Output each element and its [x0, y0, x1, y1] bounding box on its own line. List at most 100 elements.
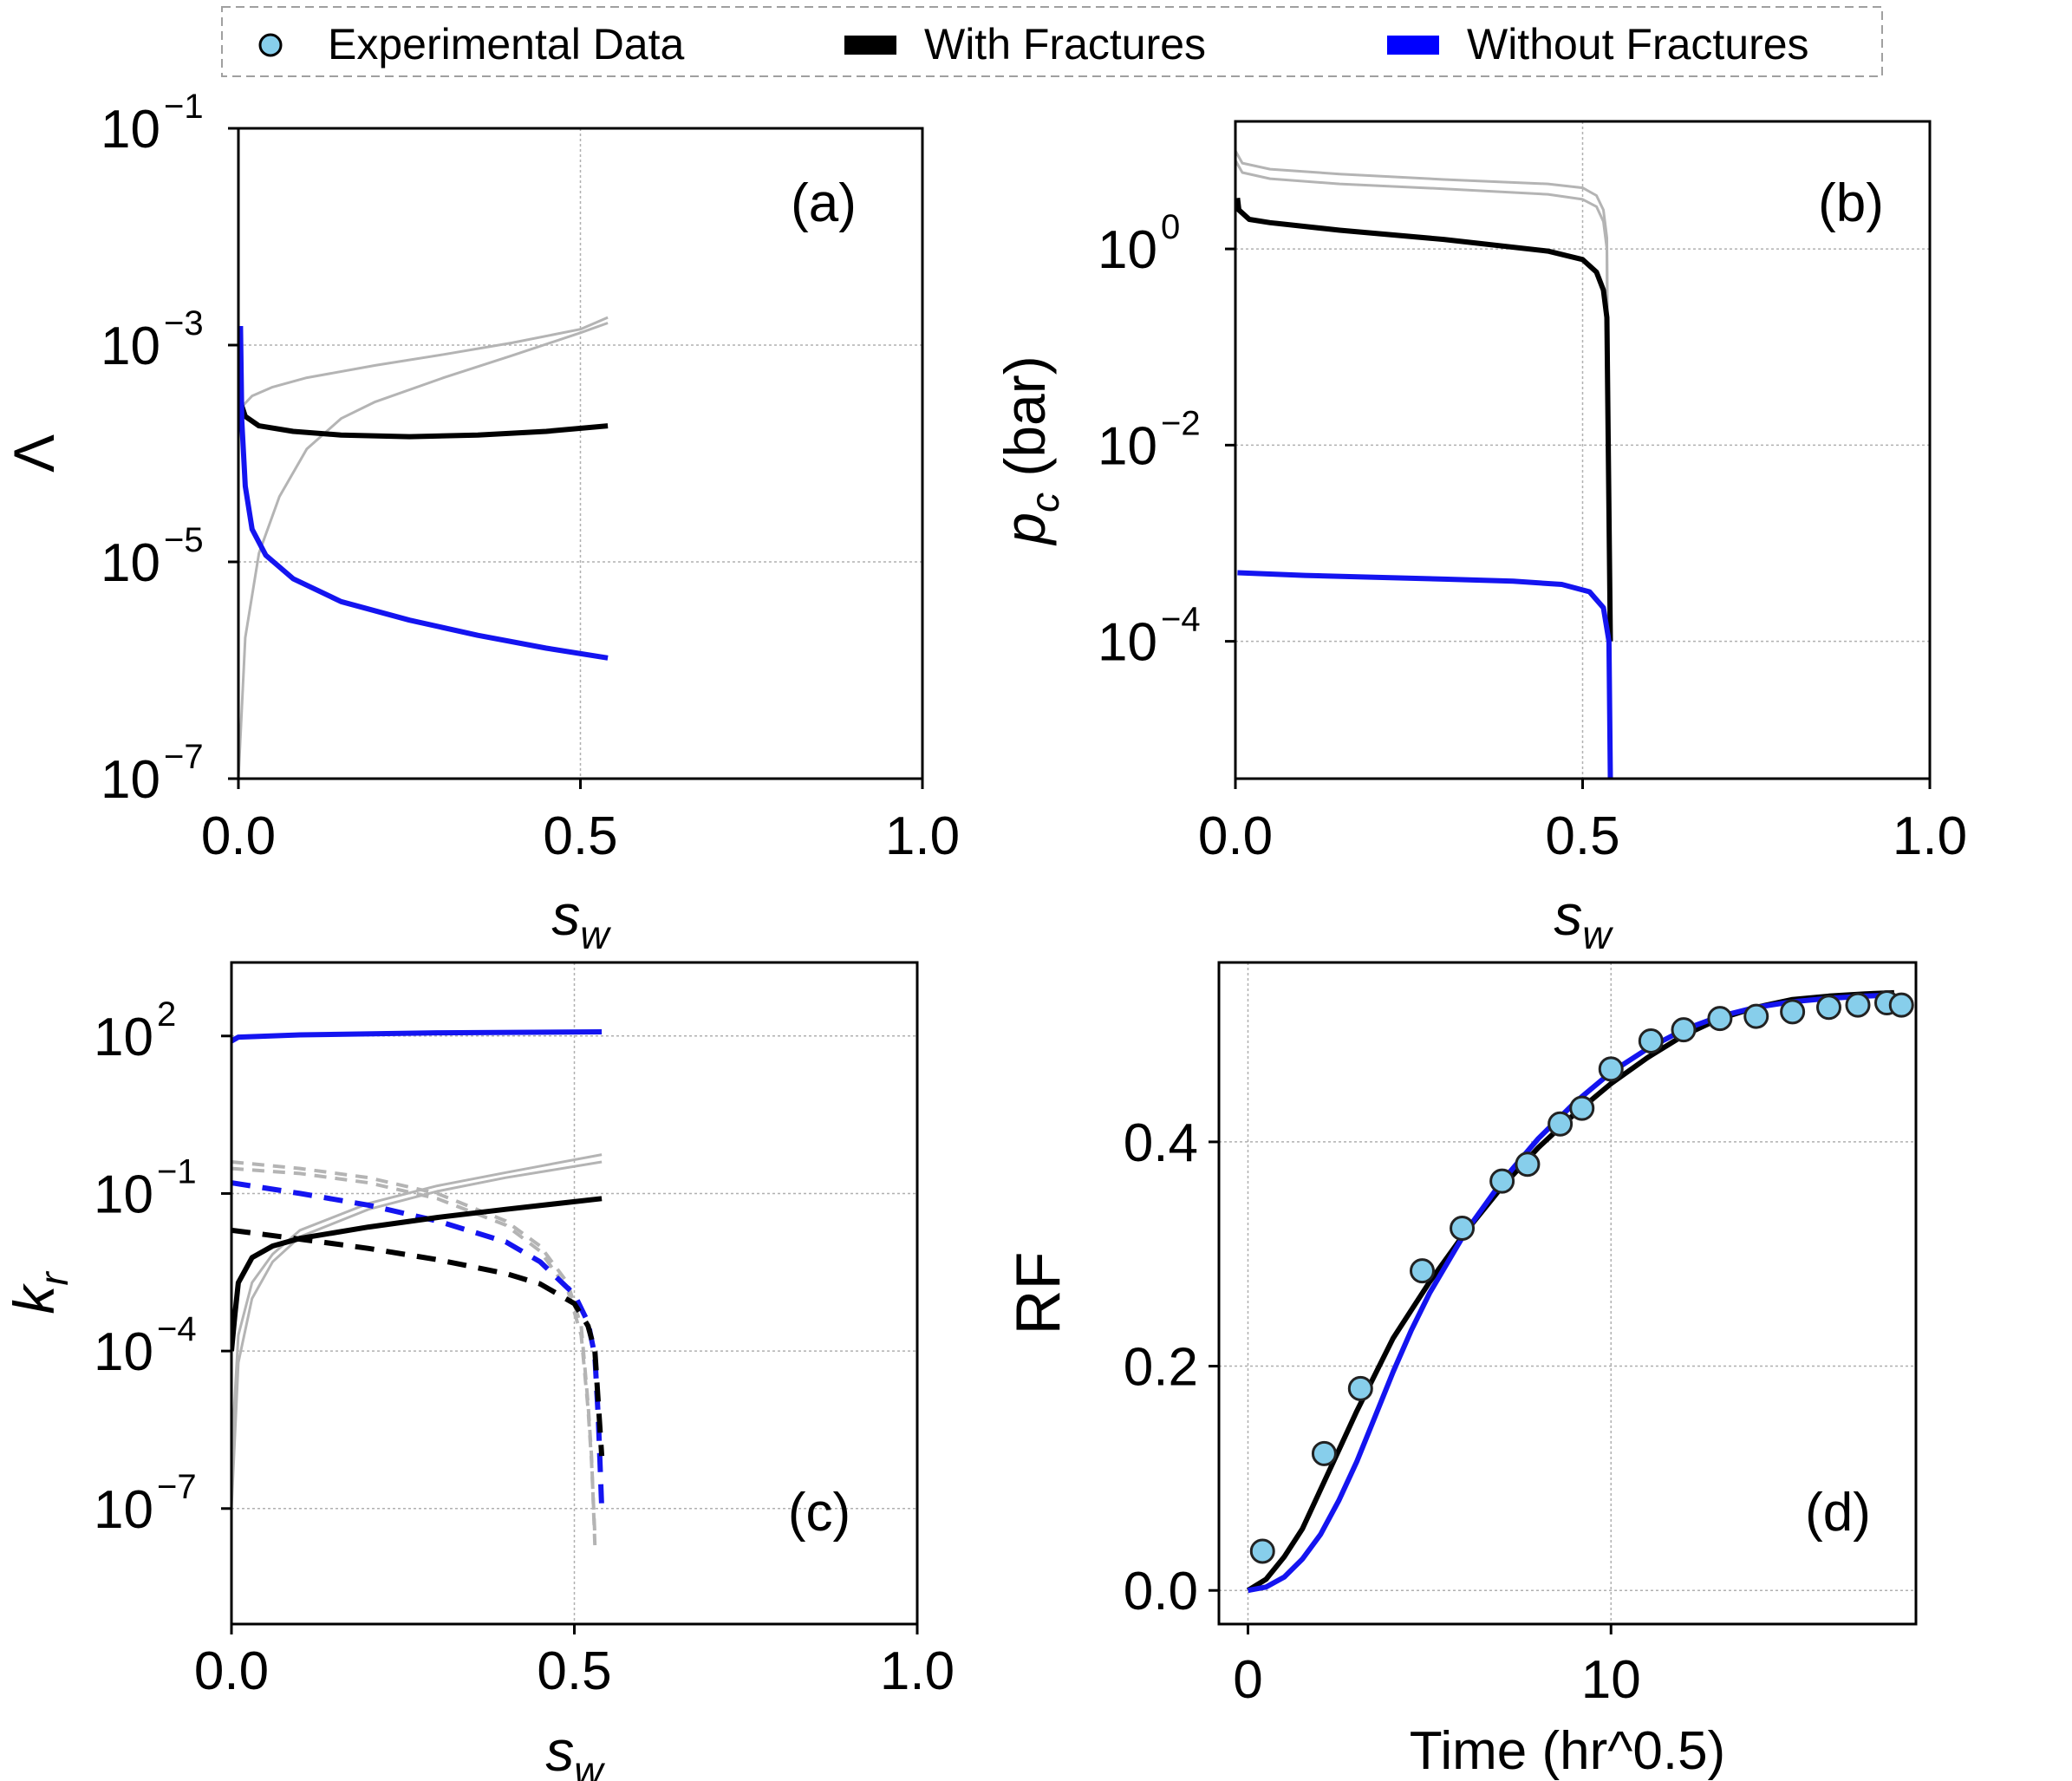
series-line-2	[1235, 198, 1613, 642]
experimental-point	[1410, 1258, 1435, 1284]
series-group	[1246, 989, 1895, 1594]
y-tick-label: 10	[101, 533, 160, 593]
series-group	[238, 316, 609, 779]
x-tick-label: 0	[1233, 1650, 1262, 1710]
legend-label-experimental-data: Experimental Data	[328, 20, 684, 68]
series-line-5	[231, 1180, 605, 1509]
panel-d-chart: 0 10 0.0 0.2 0.4 (d) Time (hr^0.5) RF	[1004, 961, 1918, 1781]
y-tick-exponent: −5	[164, 521, 204, 559]
series-line-4	[231, 1029, 603, 1044]
y-tick-label: 10	[94, 1322, 153, 1382]
experimental-point	[1638, 1028, 1664, 1054]
x-axis-label: sw	[1554, 883, 1613, 957]
y-tick-exponent: −1	[157, 1152, 197, 1191]
legend-label-without-fractures: Without Fractures	[1467, 20, 1809, 68]
experimental-point	[1450, 1215, 1476, 1241]
y-axis-label: pc (bar)	[993, 356, 1067, 545]
experimental-point	[1515, 1151, 1541, 1178]
experimental-point	[1671, 1017, 1697, 1043]
plot-frame	[237, 127, 924, 780]
plot-frame	[230, 961, 919, 1626]
series-line-6	[231, 1196, 603, 1352]
y-tick-label: 10	[101, 100, 160, 160]
experimental-point	[1888, 992, 1914, 1018]
y-tick-label: 0.4	[1124, 1113, 1198, 1173]
y-tick-label: 10	[101, 316, 160, 376]
x-tick-label: 1.0	[1893, 806, 1967, 866]
panel-label: (c)	[788, 1483, 850, 1543]
series-line-1	[238, 316, 609, 412]
y-axis-label: kr	[2, 1271, 76, 1315]
plot-frame	[1217, 961, 1918, 1626]
x-tick-label: 1.0	[885, 806, 960, 866]
x-tick-label: 10	[1581, 1650, 1641, 1710]
series-line-3	[231, 1166, 597, 1536]
y-tick-exponent: −4	[157, 1310, 197, 1348]
y-tick-exponent: 2	[157, 995, 176, 1034]
y-tick-exponent: −7	[157, 1468, 197, 1506]
experimental-point	[1347, 1375, 1373, 1401]
x-tick-label: 0.0	[1198, 806, 1273, 866]
y-tick-label: 10	[101, 750, 160, 810]
legend-label-with-fractures: With Fractures	[924, 20, 1206, 68]
experimental-point	[1249, 1538, 1275, 1564]
y-tick-label: 10	[94, 1164, 153, 1224]
legend: Experimental Data With Fractures Without…	[221, 6, 1883, 77]
series-line-1	[1235, 160, 1612, 779]
experimental-point	[1845, 992, 1871, 1018]
y-tick-label: 10	[1098, 613, 1157, 673]
y-axis-label: Λ	[2, 434, 66, 473]
y-tick-label: 10	[1098, 220, 1157, 280]
series-line-3	[238, 325, 609, 661]
panel-label: (d)	[1805, 1483, 1871, 1543]
series-group	[1235, 150, 1613, 779]
y-tick-label: 0.2	[1124, 1338, 1198, 1398]
x-tick-label: 0.5	[1545, 806, 1619, 866]
x-tick-label: 0.0	[201, 806, 276, 866]
panel-label: (b)	[1818, 173, 1884, 233]
x-axis-label: sw	[545, 1719, 605, 1781]
experimental-point	[1598, 1056, 1624, 1082]
series-line-7	[231, 1227, 605, 1457]
y-tick-exponent: −7	[164, 738, 204, 776]
series-line-1	[231, 1153, 603, 1457]
legend-frame	[221, 6, 1883, 77]
experimental-point	[1569, 1095, 1595, 1121]
x-axis-label: Time (hr^0.5)	[1410, 1721, 1725, 1781]
series-group	[231, 1029, 605, 1546]
legend-marker-experimental-data	[258, 33, 283, 57]
plot-frame	[1234, 120, 1932, 780]
y-tick-exponent: −1	[164, 88, 204, 126]
series-line-2	[238, 401, 609, 440]
x-tick-label: 0.0	[194, 1641, 269, 1701]
series-line-0	[238, 322, 609, 779]
x-tick-label: 0.5	[543, 806, 617, 866]
y-tick-exponent: −2	[1161, 404, 1201, 442]
experimental-point	[1489, 1168, 1515, 1194]
y-tick-exponent: 0	[1161, 208, 1180, 246]
x-tick-label: 1.0	[880, 1641, 955, 1701]
y-tick-exponent: −4	[1161, 601, 1201, 639]
experimental-point	[1311, 1440, 1337, 1466]
y-axis-label: RF	[1004, 1252, 1073, 1335]
y-tick-label: 10	[94, 1480, 153, 1540]
panel-a-chart: 0.0 0.5 1.010−110−310−510 −7(a)swΛ	[2, 88, 960, 957]
experimental-point	[1743, 1003, 1769, 1029]
experimental-point	[1707, 1006, 1733, 1032]
x-tick-label: 0.5	[537, 1641, 611, 1701]
series-line-1	[1247, 992, 1895, 1594]
y-tick-label: 10	[94, 1008, 153, 1067]
series-line-0	[1246, 989, 1895, 1593]
panel-label: (a)	[791, 173, 857, 233]
experimental-point	[1816, 995, 1841, 1021]
y-tick-label: 0.0	[1124, 1562, 1198, 1621]
y-tick-exponent: −3	[164, 304, 204, 342]
experimental-point	[1780, 999, 1806, 1025]
experimental-point	[1547, 1111, 1574, 1137]
y-tick-label: 10	[1098, 416, 1157, 476]
series-line-3	[1237, 570, 1613, 779]
series-line-0	[1235, 150, 1612, 779]
